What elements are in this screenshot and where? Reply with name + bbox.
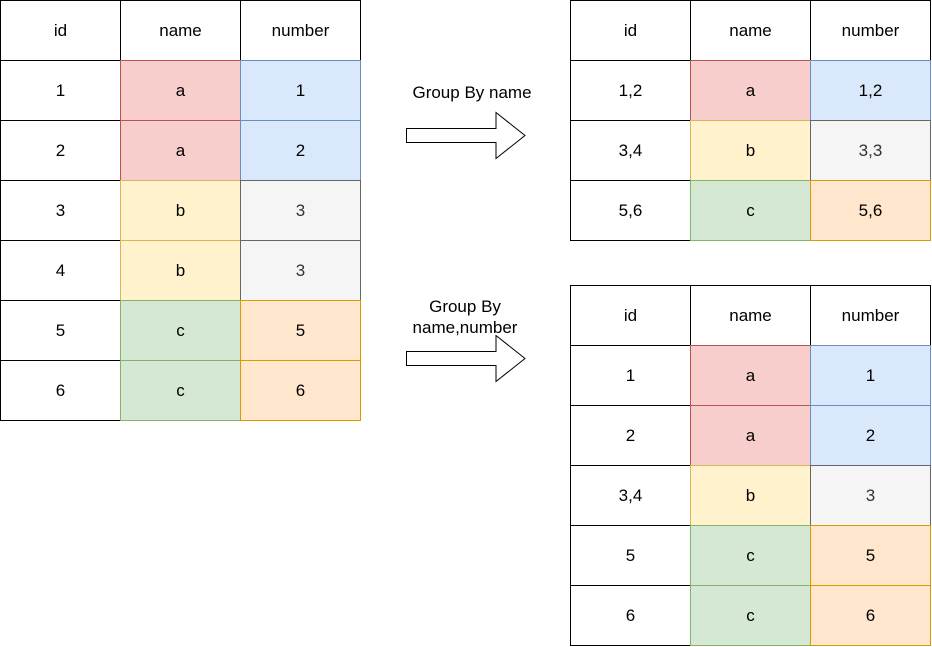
name-cell: a	[120, 60, 241, 121]
number-cell: 2	[240, 120, 361, 181]
id-cell: 1	[570, 345, 691, 406]
number-cell: 3	[810, 465, 931, 526]
group-by-name-table: id name number 1,2 a 1,2 3,4 b 3,3 5,6 c 5,6	[570, 0, 931, 241]
right-arrow-icon	[406, 111, 526, 160]
number-cell: 6	[240, 360, 361, 421]
number-cell: 5	[240, 300, 361, 361]
name-cell: b	[120, 240, 241, 301]
name-cell: b	[690, 120, 811, 181]
id-cell: 1	[0, 60, 121, 121]
id-cell: 5	[0, 300, 121, 361]
name-cell: c	[690, 180, 811, 241]
number-cell: 5	[810, 525, 931, 586]
number-cell: 3,3	[810, 120, 931, 181]
name-cell: c	[120, 360, 241, 421]
name-cell: c	[690, 525, 811, 586]
header-cell-name: name	[120, 0, 241, 61]
number-cell: 1	[240, 60, 361, 121]
number-cell: 6	[810, 585, 931, 646]
id-cell: 6	[0, 360, 121, 421]
id-cell: 5	[570, 525, 691, 586]
id-cell: 3	[0, 180, 121, 241]
name-cell: c	[120, 300, 241, 361]
group-by-name-label: Group By name	[412, 83, 532, 102]
number-cell: 3	[240, 180, 361, 241]
header-cell-name: name	[690, 285, 811, 346]
header-cell-number: number	[810, 0, 931, 61]
header-cell-id: id	[0, 0, 121, 61]
id-cell: 6	[570, 585, 691, 646]
header-cell-number: number	[240, 0, 361, 61]
id-cell: 3,4	[570, 465, 691, 526]
name-cell: b	[690, 465, 811, 526]
name-cell: a	[690, 345, 811, 406]
number-cell: 1,2	[810, 60, 931, 121]
id-cell: 3,4	[570, 120, 691, 181]
id-cell: 5,6	[570, 180, 691, 241]
name-cell: a	[120, 120, 241, 181]
number-cell: 1	[810, 345, 931, 406]
header-cell-name: name	[690, 0, 811, 61]
name-cell: b	[120, 180, 241, 241]
id-cell: 2	[570, 405, 691, 466]
number-cell: 5,6	[810, 180, 931, 241]
number-cell: 2	[810, 405, 931, 466]
group-by-name-number-table: id name number 1 a 1 2 a 2 3,4 b 3 5 c 5 6 c 6	[570, 285, 931, 646]
name-cell: a	[690, 405, 811, 466]
name-cell: a	[690, 60, 811, 121]
source-table: id name number 1 a 1 2 a 2 3 b 3 4 b 3 5 c 5 6 c 6	[0, 0, 361, 421]
name-cell: c	[690, 585, 811, 646]
id-cell: 1,2	[570, 60, 691, 121]
id-cell: 2	[0, 120, 121, 181]
right-arrow-icon	[406, 334, 526, 383]
header-cell-number: number	[810, 285, 931, 346]
group-by-label-line1: Group By	[429, 297, 501, 316]
group-by-label-line2: name,number	[412, 318, 518, 337]
header-cell-id: id	[570, 285, 691, 346]
header-cell-id: id	[570, 0, 691, 61]
number-cell: 3	[240, 240, 361, 301]
id-cell: 4	[0, 240, 121, 301]
group-by-name-number-label: Group By name,number	[395, 296, 535, 338]
